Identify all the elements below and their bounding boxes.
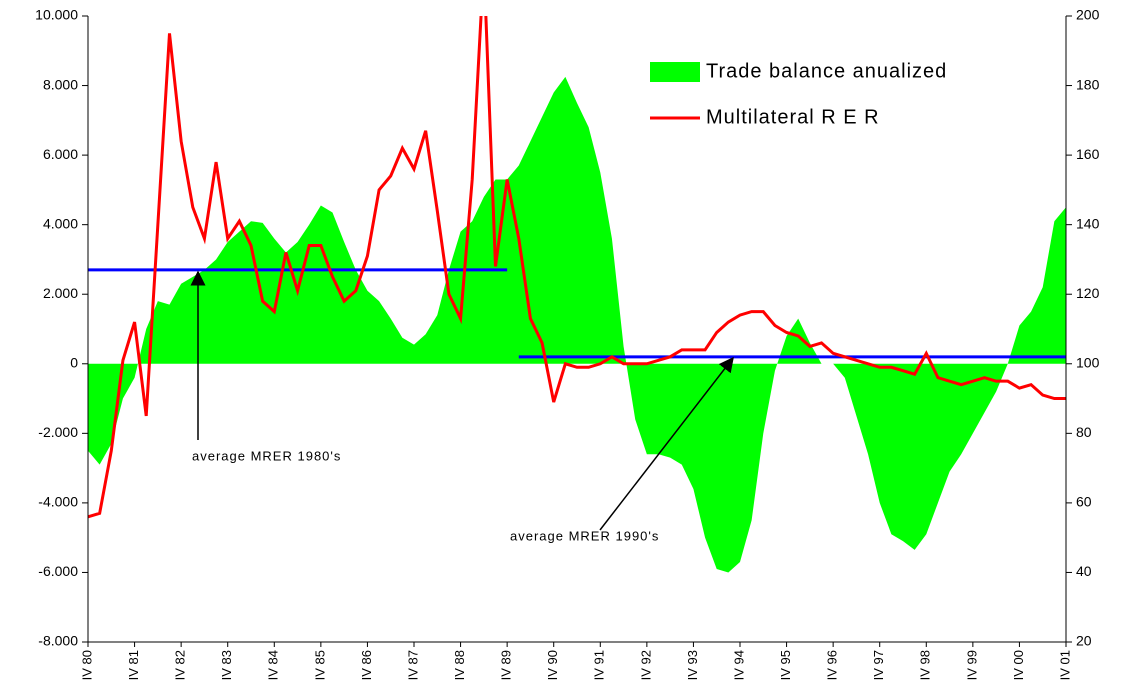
y2-tick-label: 100 [1076,354,1100,370]
x-tick-label: IV 99 [964,650,979,680]
y2-tick-label: 180 [1076,76,1100,92]
x-tick-label: IV 86 [359,650,374,680]
y2-tick-label: 120 [1076,285,1100,301]
annotation-arrow [599,356,734,531]
y-tick-label: 2.000 [43,285,78,301]
x-tick-label: IV 83 [219,650,234,680]
x-tick-label: IV 98 [918,650,933,680]
y2-tick-label: 60 [1076,494,1092,510]
y-tick-label: -2.000 [38,424,78,440]
y-tick-label: 4.000 [43,215,78,231]
x-tick-label: IV 84 [266,650,281,680]
plot-area [88,16,1066,573]
x-tick-label: IV 96 [825,650,840,680]
y-tick-label: -6.000 [38,563,78,579]
x-tick-label: IV 91 [592,650,607,680]
y2-tick-label: 20 [1076,633,1092,649]
x-tick-label: IV 01 [1057,650,1072,680]
overlay: -8.000 -6.000 -4.000 -2.000 0 2.000 4.000 6.000… [35,7,1099,681]
x-tick-label: IV 88 [452,650,467,680]
y2-tick-label: 160 [1076,146,1100,162]
y2-tick-label: 140 [1076,215,1100,231]
legend-label: Multilateral R E R [706,106,880,128]
x-tick-label: IV 00 [1011,650,1026,680]
y-tick-label: -4.000 [38,494,78,510]
annotation: average MRER 1980's [192,448,341,463]
y-tick-label: 8.000 [43,76,78,92]
y-tick-label: 10.000 [35,7,78,23]
x-tick-label: IV 97 [871,650,886,680]
x-tick-label: IV 82 [173,650,188,680]
x-tick-label: IV 87 [405,650,420,680]
x-tick-label: IV 85 [312,650,327,680]
annotation: average MRER 1990's [510,528,659,543]
x-tick-label: IV 80 [79,650,94,680]
y-tick-label: -8.000 [38,633,78,649]
x-tick-label: IV 89 [499,650,514,680]
y2-tick-label: 40 [1076,563,1092,579]
x-tick-label: IV 93 [685,650,700,680]
x-tick-label: IV 90 [545,650,560,680]
legend-swatch [650,62,700,82]
y2-tick-label: 80 [1076,424,1092,440]
rer-line [88,16,1066,519]
legend-label: Trade balance anualized [706,60,947,82]
y-tick-label: 6.000 [43,146,78,162]
y-tick-label: 0 [70,354,78,370]
x-tick-label: IV 94 [731,650,746,680]
y2-tick-label: 200 [1076,7,1100,23]
x-tick-label: IV 81 [126,650,141,680]
x-tick-label: IV 92 [638,650,653,680]
x-tick-label: IV 95 [778,650,793,680]
trade-area [88,76,1066,573]
